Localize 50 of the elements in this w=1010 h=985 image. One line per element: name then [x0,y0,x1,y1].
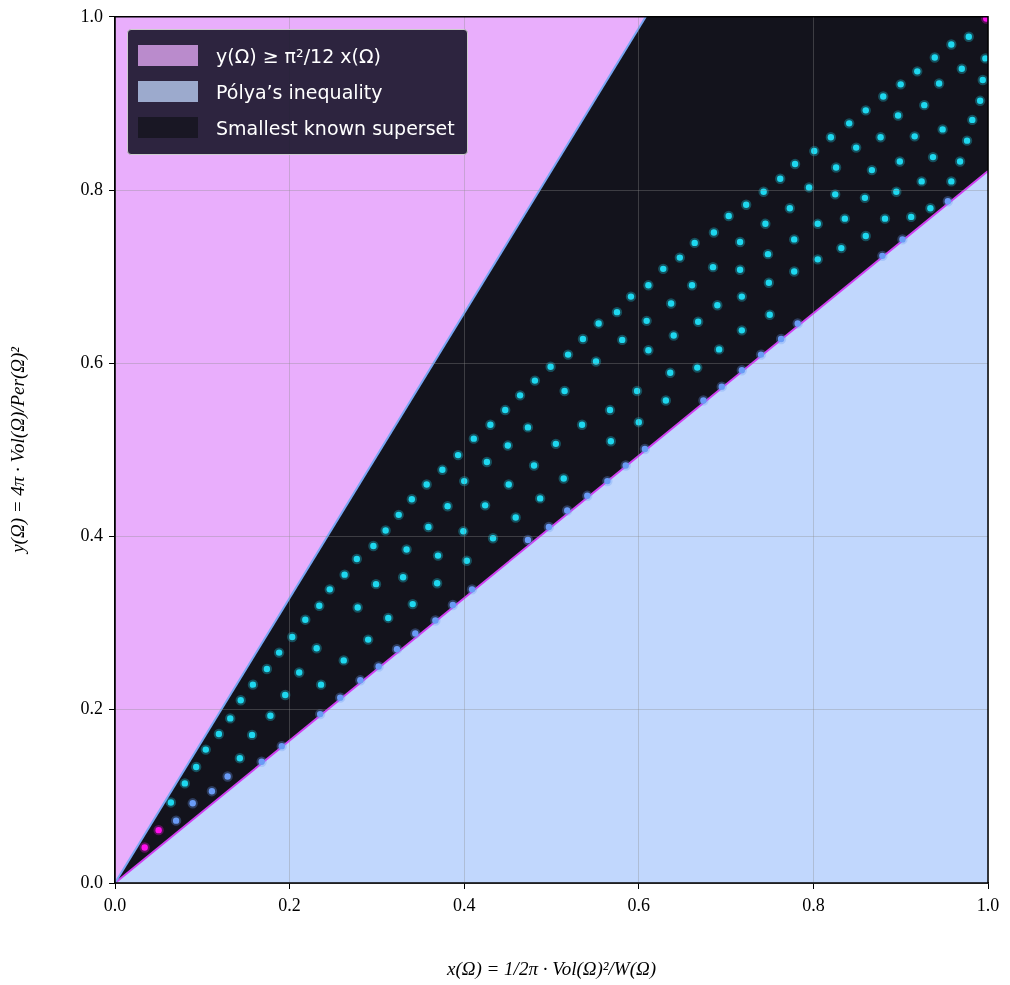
point [942,196,954,207]
legend-label: Smallest known superset [216,116,455,139]
x-axis-title: x(Ω) = 1/2π · Vol(Ω)²/W(Ω) [445,957,657,980]
x-tick-label: 0.8 [802,894,825,915]
point [430,615,441,626]
legend-label: y(Ω) ≥ π²/12 x(Ω) [216,44,381,67]
y-tick-label: 0.4 [80,525,103,546]
x-tick-label: 1.0 [976,894,1000,915]
point [792,318,803,329]
y-tick-label: 0.8 [80,178,103,199]
x-tick-label: 0.0 [103,894,127,915]
y-tick-label: 1.0 [80,5,103,26]
point [153,824,164,836]
point [447,599,459,611]
y-axis-title: y(Ω) = 4π · Vol(Ω)/Per(Ω)² [7,346,30,555]
y-tick-label: 0.0 [80,871,103,892]
point [639,443,651,455]
point [543,521,555,533]
point [620,460,631,471]
point [276,740,287,752]
point [335,692,346,703]
point [410,628,421,639]
point [775,333,787,345]
point [582,490,593,502]
point [222,771,233,782]
point [206,785,218,797]
point [522,534,534,546]
point [187,798,198,809]
point [755,349,767,360]
point [391,643,403,655]
point [314,708,326,720]
y-tick-label: 0.6 [80,352,103,373]
point [256,756,267,767]
point [716,381,727,392]
x-tick-label: 0.6 [627,894,651,915]
y-tick-label: 0.2 [80,698,103,719]
x-tick-label: 0.2 [278,894,301,915]
point [602,475,613,487]
legend-label: Pólya’s inequality [216,80,383,103]
point [897,234,908,245]
point [736,365,748,376]
point [562,505,573,516]
point [355,675,366,686]
point [877,250,888,262]
point [373,661,384,672]
x-tick-label: 0.4 [452,894,476,915]
point [139,842,150,853]
point [170,815,182,826]
point [466,584,478,595]
point [698,395,709,406]
